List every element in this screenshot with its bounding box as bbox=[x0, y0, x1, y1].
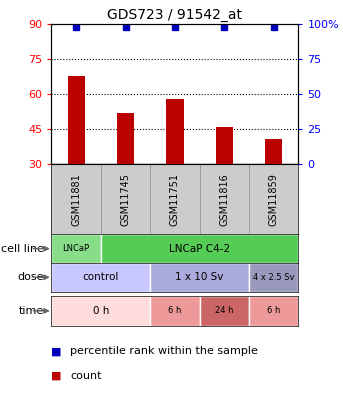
Bar bbox=[51, 296, 150, 326]
Text: GSM11859: GSM11859 bbox=[269, 173, 279, 226]
Bar bbox=[249, 296, 298, 326]
Bar bbox=[51, 234, 101, 263]
Bar bbox=[166, 99, 184, 164]
Text: 24 h: 24 h bbox=[215, 306, 234, 315]
Bar bbox=[249, 263, 298, 292]
Text: ■: ■ bbox=[51, 371, 62, 381]
Text: GSM11745: GSM11745 bbox=[120, 173, 131, 226]
Bar bbox=[51, 263, 150, 292]
Text: cell line: cell line bbox=[1, 244, 44, 254]
Bar bbox=[101, 234, 298, 263]
Text: GSM11751: GSM11751 bbox=[170, 173, 180, 226]
Text: GSM11816: GSM11816 bbox=[219, 173, 229, 226]
Text: time: time bbox=[19, 306, 44, 316]
Text: 6 h: 6 h bbox=[267, 306, 280, 315]
Text: LNCaP C4-2: LNCaP C4-2 bbox=[169, 244, 230, 254]
Text: 1 x 10 Sv: 1 x 10 Sv bbox=[175, 272, 224, 282]
Bar bbox=[68, 76, 85, 164]
Bar bbox=[150, 263, 249, 292]
Text: 4 x 2.5 Sv: 4 x 2.5 Sv bbox=[253, 273, 294, 282]
Text: control: control bbox=[83, 272, 119, 282]
Bar bbox=[265, 139, 282, 164]
Bar bbox=[200, 296, 249, 326]
Bar bbox=[150, 296, 200, 326]
Text: LNCaP: LNCaP bbox=[62, 244, 90, 253]
Text: GSM11881: GSM11881 bbox=[71, 173, 81, 226]
Text: dose: dose bbox=[17, 272, 44, 282]
Text: 6 h: 6 h bbox=[168, 306, 181, 315]
Text: percentile rank within the sample: percentile rank within the sample bbox=[70, 346, 258, 356]
Text: ■: ■ bbox=[51, 346, 62, 356]
Bar bbox=[216, 127, 233, 164]
Bar bbox=[117, 113, 134, 164]
Text: 0 h: 0 h bbox=[93, 306, 109, 316]
Text: count: count bbox=[70, 371, 102, 381]
Title: GDS723 / 91542_at: GDS723 / 91542_at bbox=[107, 8, 243, 22]
